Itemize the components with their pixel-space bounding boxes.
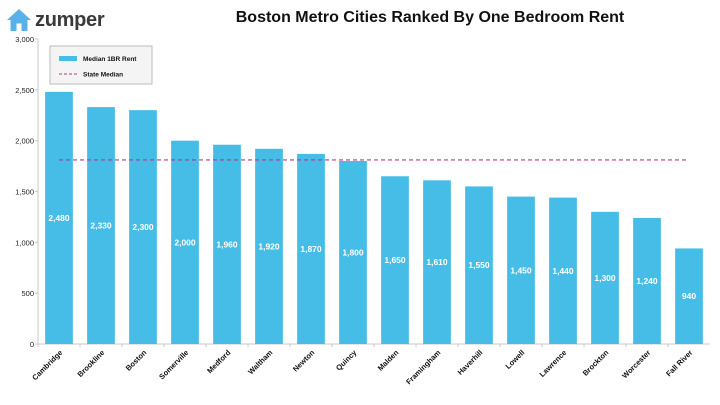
bar-value-label: 2,300 bbox=[132, 222, 154, 232]
x-tick-label: Worcester bbox=[620, 348, 652, 380]
bar-value-label: 1,920 bbox=[258, 241, 280, 251]
brand-logo: zumper bbox=[6, 6, 105, 34]
legend-label: State Median bbox=[83, 72, 123, 79]
bar bbox=[549, 197, 577, 344]
y-tick-label: 3,000 bbox=[15, 35, 34, 44]
y-tick-label: 2,500 bbox=[15, 86, 34, 95]
bar bbox=[255, 148, 283, 344]
bar bbox=[423, 180, 451, 344]
x-tick-label: Brookline bbox=[76, 348, 107, 379]
bar bbox=[381, 176, 409, 344]
x-tick-label: Lowell bbox=[504, 348, 527, 371]
x-tick-label: Waltham bbox=[246, 348, 275, 377]
bar bbox=[339, 161, 367, 344]
x-tick-label: Framingham bbox=[404, 348, 442, 386]
bar bbox=[507, 196, 535, 344]
bar-value-label: 1,300 bbox=[594, 273, 616, 283]
x-tick-label: Somerville bbox=[157, 348, 190, 381]
bar bbox=[633, 217, 661, 344]
bar bbox=[591, 211, 619, 344]
bar-value-label: 2,000 bbox=[174, 237, 196, 247]
x-tick-label: Brockton bbox=[581, 348, 611, 378]
bar bbox=[45, 91, 73, 344]
bar-value-label: 1,870 bbox=[300, 244, 322, 254]
bar-value-label: 940 bbox=[682, 291, 696, 301]
bar bbox=[171, 140, 199, 344]
brand-name: zumper bbox=[35, 8, 105, 31]
bar-value-label: 1,800 bbox=[342, 248, 364, 258]
bar-value-label: 2,480 bbox=[48, 213, 70, 223]
x-tick-label: Medford bbox=[205, 348, 233, 376]
legend-box bbox=[49, 45, 153, 85]
y-tick-label: 1,500 bbox=[15, 188, 34, 197]
house-icon bbox=[7, 9, 31, 31]
bar-value-label: 1,650 bbox=[384, 255, 406, 265]
x-tick-label: Newton bbox=[291, 348, 317, 374]
x-tick-label: Cambridge bbox=[30, 348, 64, 382]
bar bbox=[465, 186, 493, 344]
x-tick-label: Haverhill bbox=[456, 348, 485, 377]
bar-value-label: 1,610 bbox=[426, 257, 448, 267]
legend-swatch-bar bbox=[59, 56, 77, 61]
y-tick-label: 1,000 bbox=[15, 238, 34, 247]
bar-value-label: 1,550 bbox=[468, 260, 490, 270]
bar-value-label: 1,240 bbox=[636, 276, 658, 286]
bar bbox=[129, 110, 157, 345]
y-tick-label: 0 bbox=[30, 340, 34, 349]
bar bbox=[87, 107, 115, 344]
x-tick-label: Quincy bbox=[334, 347, 359, 372]
bar-value-label: 1,450 bbox=[510, 265, 532, 275]
bar-value-label: 1,440 bbox=[552, 266, 574, 276]
y-tick-label: 500 bbox=[21, 289, 34, 298]
x-tick-label: Lawrence bbox=[538, 348, 569, 379]
chart-title: Boston Metro Cities Ranked By One Bedroo… bbox=[235, 9, 625, 26]
bar-value-label: 1,960 bbox=[216, 239, 238, 249]
bar bbox=[297, 153, 325, 344]
legend-label: Median 1BR Rent bbox=[83, 56, 137, 63]
y-tick-label: 2,000 bbox=[15, 137, 34, 146]
x-tick-label: Boston bbox=[124, 348, 149, 373]
bar-value-label: 2,330 bbox=[90, 221, 112, 231]
bar bbox=[213, 144, 241, 344]
bar bbox=[675, 248, 703, 344]
x-tick-label: Fall River bbox=[664, 348, 694, 378]
x-tick-label: Malden bbox=[376, 348, 401, 373]
